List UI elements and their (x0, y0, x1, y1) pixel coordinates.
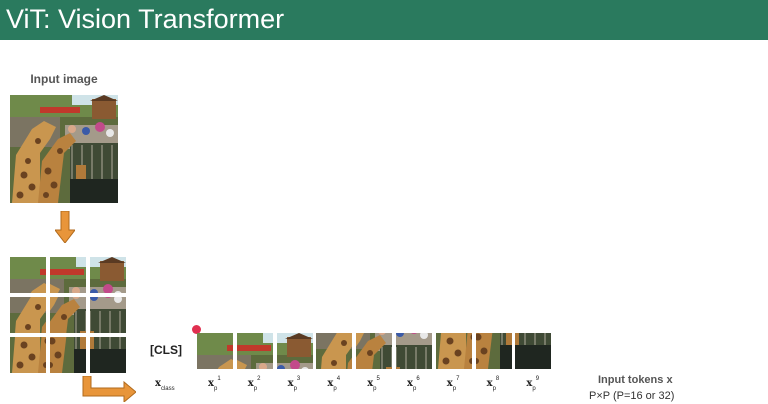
arrow-down-icon (55, 211, 75, 243)
image-patch (50, 257, 86, 293)
patch-token-symbol: xp6 (407, 376, 420, 392)
patch-token (236, 333, 273, 369)
slide-title: ViT: Vision Transformer (6, 4, 285, 34)
image-patch (90, 297, 126, 333)
patch-token (396, 333, 432, 369)
input-image-label: Input image (30, 72, 98, 86)
patch-token-symbol: xp7 (446, 376, 460, 392)
patch-token-symbol: xp4 (327, 376, 341, 392)
arrow-turn-right-icon (82, 376, 136, 402)
patch-token (197, 333, 233, 369)
patch-token (356, 333, 393, 369)
patch-token-symbol: xp9 (526, 376, 540, 392)
patch-token (435, 333, 472, 369)
cls-dot-icon (192, 325, 201, 334)
patch-grid (10, 257, 128, 373)
image-patch (10, 257, 46, 293)
image-patch (90, 337, 126, 373)
image-patch (10, 297, 46, 333)
cls-token-label: [CLS] (150, 343, 182, 357)
patch-token-symbol: xp1 (208, 376, 221, 392)
input-tokens-title: Input tokens x (598, 374, 673, 386)
patch-token-symbol: xp5 (367, 376, 380, 392)
input-image (10, 95, 118, 203)
class-token-symbol: xclass (155, 378, 175, 392)
image-patch (10, 337, 46, 373)
image-patch (50, 297, 86, 333)
image-patch (50, 337, 86, 373)
image-patch (90, 257, 126, 293)
patch-token-symbol: xp3 (287, 376, 301, 392)
patch-token (316, 333, 353, 369)
patch-token-symbol: xp8 (486, 376, 500, 392)
slide-header: ViT: Vision Transformer (0, 0, 768, 40)
patch-token (276, 333, 313, 369)
patch-token (515, 333, 552, 369)
patch-size-label: P×P (P=16 or 32) (589, 390, 675, 402)
patch-token (475, 333, 512, 369)
patch-token-symbol: xp2 (247, 376, 261, 392)
